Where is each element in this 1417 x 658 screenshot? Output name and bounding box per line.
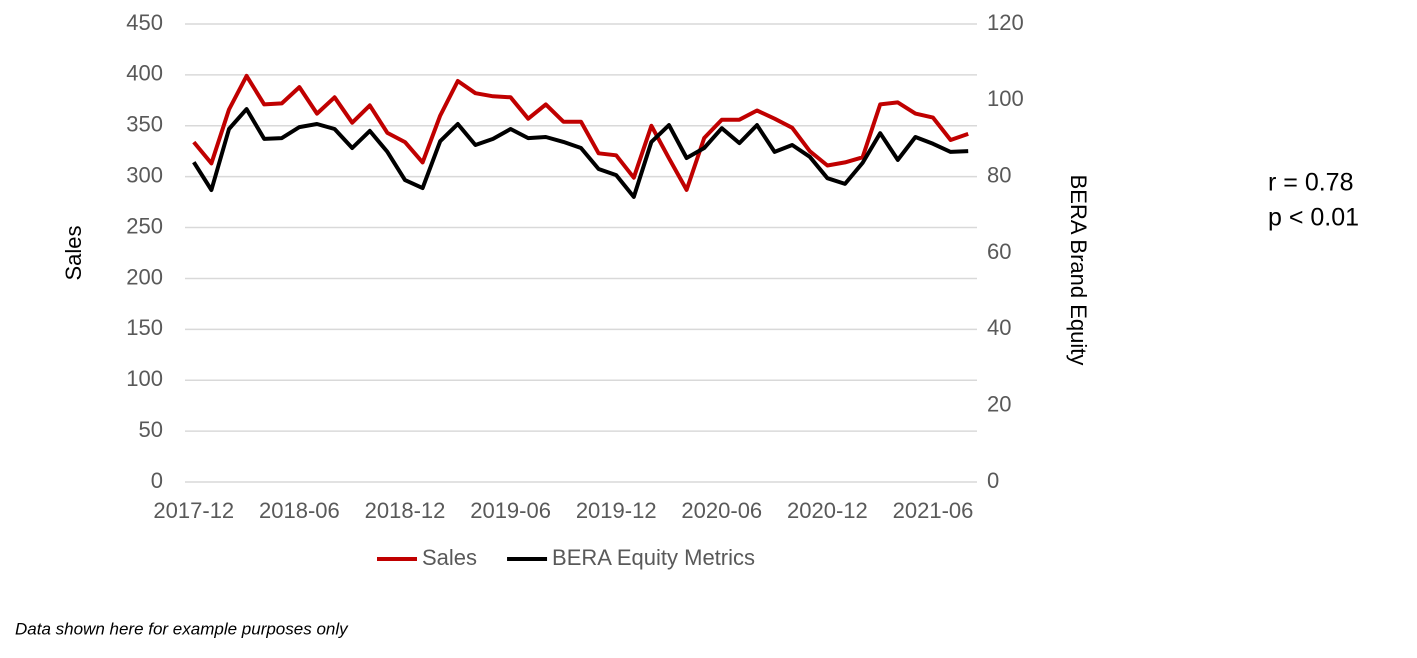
x-tick-label: 2018-06 bbox=[259, 498, 340, 523]
y-tick-label: 400 bbox=[126, 61, 163, 86]
y2-tick-label: 60 bbox=[987, 239, 1011, 264]
y2-tick-label: 40 bbox=[987, 315, 1011, 340]
y-tick-label: 250 bbox=[126, 213, 163, 238]
y-tick-label: 0 bbox=[151, 468, 163, 493]
x-tick-label: 2021-06 bbox=[893, 498, 974, 523]
series-line bbox=[192, 107, 969, 199]
x-tick-label: 2019-12 bbox=[576, 498, 657, 523]
y-tick-label: 50 bbox=[139, 417, 163, 442]
y-tick-label: 300 bbox=[126, 162, 163, 187]
y2-tick-label: 20 bbox=[987, 391, 1011, 416]
annotation: r = 0.78 bbox=[1268, 169, 1353, 197]
x-tick-label: 2018-12 bbox=[365, 498, 446, 523]
x-tick-label: 2020-06 bbox=[681, 498, 762, 523]
x-tick-label: 2017-12 bbox=[153, 498, 234, 523]
y2-axis-label: BERA Brand Equity bbox=[1066, 175, 1091, 366]
y-tick-label: 350 bbox=[126, 112, 163, 137]
series-line bbox=[192, 73, 969, 192]
y2-tick-label: 80 bbox=[987, 162, 1011, 187]
y-tick-label: 100 bbox=[126, 366, 163, 391]
legend-label: Sales bbox=[422, 545, 477, 570]
y2-tick-label: 120 bbox=[987, 10, 1024, 35]
legend-label: BERA Equity Metrics bbox=[552, 545, 755, 570]
x-tick-label: 2019-06 bbox=[470, 498, 551, 523]
x-tick-label: 2020-12 bbox=[787, 498, 868, 523]
y-tick-label: 150 bbox=[126, 315, 163, 340]
annotation: p < 0.01 bbox=[1268, 204, 1359, 232]
y-tick-label: 450 bbox=[126, 10, 163, 35]
footnote: Data shown here for example purposes onl… bbox=[15, 619, 349, 638]
y2-tick-label: 0 bbox=[987, 468, 999, 493]
y-axis-label: Sales bbox=[61, 225, 86, 280]
y-tick-label: 200 bbox=[126, 264, 163, 289]
y2-tick-label: 100 bbox=[987, 86, 1024, 111]
